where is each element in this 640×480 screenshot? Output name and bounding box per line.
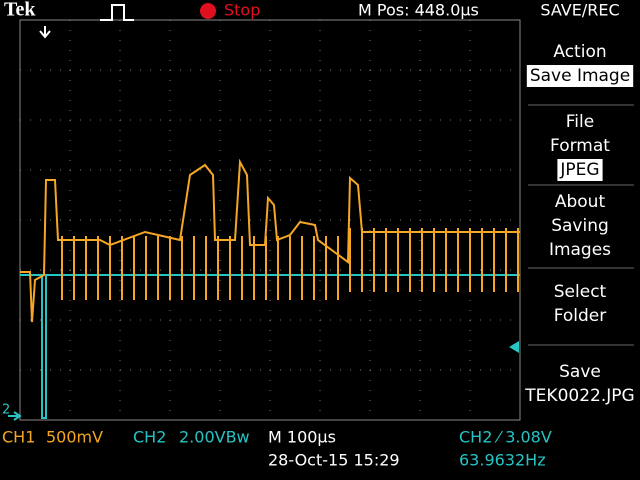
ch2-ground-marker (8, 411, 22, 421)
ch1-label: CH1 (2, 428, 35, 447)
frequency: 63.9632Hz (459, 451, 546, 470)
graticule (20, 20, 520, 420)
ch1-waveform (20, 158, 520, 323)
menu-text: Folder (554, 306, 607, 326)
ch2-scale: 2.00VBw (179, 428, 250, 447)
stop-icon (200, 3, 216, 19)
menu-option[interactable]: Save Image (530, 66, 630, 86)
menu-text: Images (549, 240, 611, 260)
position: M Pos: 448.0µs (358, 1, 479, 20)
trigger-level-marker (509, 341, 519, 353)
menu-option-highlight[interactable] (526, 65, 634, 87)
menu-panel (522, 22, 640, 417)
ch2-label: CH2 (133, 428, 166, 447)
brand: Tek (4, 0, 36, 21)
date: 28-Oct-15 15:29 (268, 451, 400, 470)
menu-text: About (555, 192, 606, 212)
side-menu: Action Save Image File Format JPEG About Savin… (522, 22, 640, 417)
menu-text: Saving (551, 216, 609, 236)
status: Stop (224, 1, 260, 20)
ch1-scale: 500mV (46, 428, 103, 447)
menu-text: Action (553, 42, 606, 62)
menu-text: Select (554, 282, 607, 302)
run-icon (100, 4, 134, 21)
menu-text: Save (559, 362, 601, 382)
menu-option[interactable]: JPEG (559, 160, 599, 180)
menu-title: SAVE/REC (540, 1, 619, 20)
menu-option-highlight[interactable] (557, 159, 603, 181)
menu-text: Format (550, 136, 610, 156)
ch2-marker: 2 (2, 403, 10, 418)
trigger: CH2 ⁄ 3.08V (459, 428, 552, 447)
timebase: M 100µs (268, 428, 336, 447)
ch2-waveform (20, 274, 520, 419)
menu-text: File (566, 112, 594, 132)
menu-text: TEK0022.JPG (524, 386, 634, 406)
trigger-position-marker (39, 26, 51, 39)
graticule-border (19, 19, 521, 421)
